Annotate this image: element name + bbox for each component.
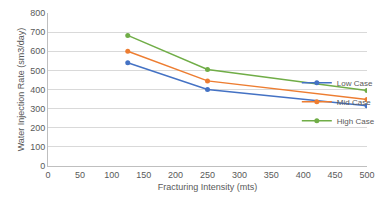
svg-text:300: 300 [232, 170, 247, 180]
svg-text:600: 600 [30, 46, 45, 56]
svg-text:Fracturing Intensity (mts): Fracturing Intensity (mts) [158, 182, 258, 192]
svg-text:350: 350 [264, 170, 279, 180]
svg-text:450: 450 [328, 170, 343, 180]
svg-text:400: 400 [296, 170, 311, 180]
svg-text:0: 0 [40, 161, 45, 171]
svg-text:300: 300 [30, 104, 45, 114]
svg-text:500: 500 [359, 170, 374, 180]
svg-text:50: 50 [75, 170, 85, 180]
svg-text:100: 100 [104, 170, 119, 180]
svg-text:250: 250 [200, 170, 215, 180]
svg-text:100: 100 [30, 142, 45, 152]
svg-text:800: 800 [30, 8, 45, 18]
svg-text:200: 200 [168, 170, 183, 180]
svg-text:150: 150 [136, 170, 151, 180]
svg-text:0: 0 [45, 170, 50, 180]
svg-text:200: 200 [30, 123, 45, 133]
svg-text:Low Case: Low Case [337, 79, 373, 88]
svg-text:Water Injection Rate (sm3/day): Water Injection Rate (sm3/day) [16, 28, 26, 152]
svg-text:High Case: High Case [337, 117, 375, 126]
svg-text:500: 500 [30, 66, 45, 76]
svg-text:700: 700 [30, 27, 45, 37]
svg-text:Mid Case: Mid Case [337, 98, 371, 107]
svg-text:400: 400 [30, 85, 45, 95]
